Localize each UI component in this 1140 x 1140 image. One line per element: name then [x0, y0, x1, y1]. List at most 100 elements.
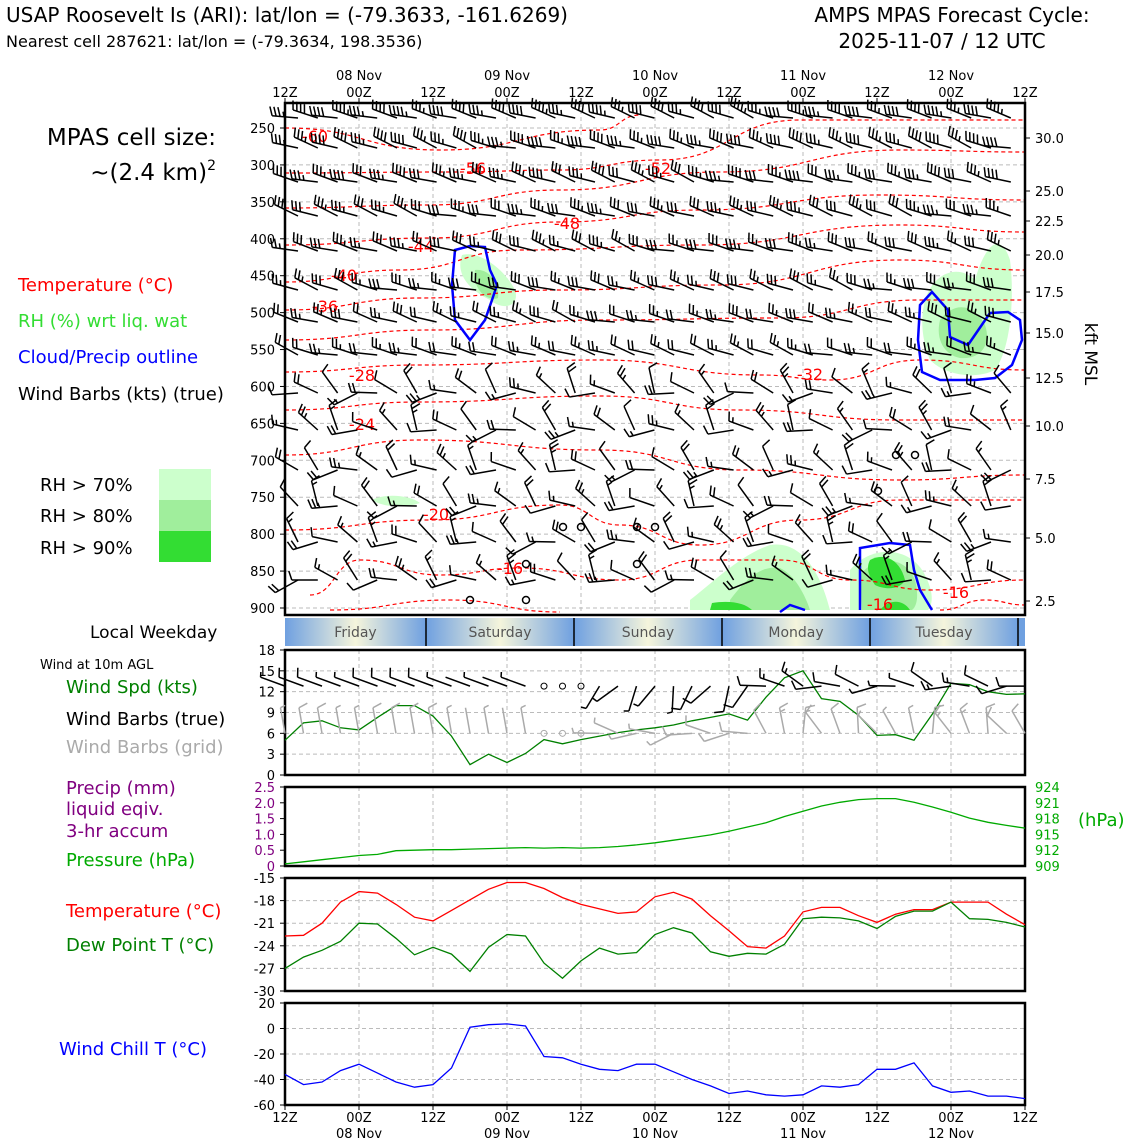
wind-barb-flag [426, 556, 432, 561]
wind-barb-flag [786, 454, 789, 464]
wind-barb-flag [676, 131, 679, 142]
wind-barb-flag [538, 372, 543, 379]
wind-barb [755, 409, 774, 431]
wind-barb [967, 309, 992, 323]
wind-barb-flag [613, 198, 616, 208]
kft-tick-label: 30.0 [1035, 132, 1064, 147]
wind-barb [566, 368, 576, 394]
wind-barb [313, 311, 338, 323]
wind-barb-flag [811, 106, 816, 117]
wind-barb-flag [429, 578, 436, 587]
wind-barbs-grid-label: Wind Barbs (grid) [66, 737, 224, 758]
wind-barb-flag [749, 268, 753, 279]
wind-barb-flag [788, 395, 793, 401]
wind-barb-flag [638, 550, 645, 560]
kft-tick-label: 25.0 [1035, 185, 1064, 200]
wind-barb-flag [405, 366, 413, 375]
wind-barb [371, 177, 398, 183]
wind-barb [867, 240, 893, 252]
wind-barb-flag [294, 201, 298, 211]
wind-barb-flag [828, 127, 832, 137]
calm-marker [576, 522, 586, 532]
wind-barb-flag [454, 368, 460, 378]
wind-barb [312, 172, 338, 183]
wind-barb [852, 562, 873, 581]
wind-barb-flag [372, 568, 376, 578]
wind-barb-grid [593, 722, 619, 735]
pressure-tick-label: 850 [250, 565, 275, 580]
wind-barb-flag [541, 399, 550, 408]
wind-barb-flag [516, 237, 519, 247]
wind-barb-flag [767, 495, 772, 506]
wind-barb-flag [465, 465, 472, 475]
wind-barb-flag [468, 341, 472, 352]
wind-barb-flag [947, 168, 951, 178]
wind-barb [333, 240, 358, 252]
wind-barb-true-flag [812, 672, 816, 682]
wind-barb-flag [643, 585, 652, 593]
wind-barb [648, 422, 675, 431]
wind-barb-grid-flag [335, 704, 341, 709]
wind-barb-flag [554, 204, 559, 214]
wind-barb-flag [982, 475, 992, 482]
wind-barb-flag [368, 567, 372, 578]
wind-barb-flag [511, 341, 515, 352]
wind-barb-flag [608, 165, 611, 176]
wind-barb-flag [370, 521, 376, 526]
wind-barb-flag [465, 434, 474, 443]
wind-barb [651, 455, 675, 471]
wind-barb-flag [892, 238, 895, 248]
temperature-contour-label: -16 [943, 583, 969, 602]
wind-barb-flag [392, 500, 396, 506]
wind-barb-flag [847, 343, 852, 353]
wind-barb-flag [424, 549, 433, 558]
wind-barb-flag [566, 416, 570, 427]
wind-barb-flag [970, 204, 974, 215]
wind-barb [905, 286, 932, 291]
wind-barb-flag [924, 236, 927, 246]
wind-barb-flag [348, 342, 353, 353]
wind-barb-flag [970, 543, 975, 549]
wind-barb-flag [297, 374, 300, 384]
wind-barb-flag [779, 362, 788, 371]
wind-barb-flag [646, 275, 650, 285]
wind-barb-grid-flag [985, 703, 996, 709]
wind-barb-flag [291, 200, 294, 210]
wind-barb-flag [990, 231, 994, 242]
wind-barb-flag [337, 515, 343, 526]
wind-barb-flag [471, 493, 475, 504]
wind-barb [549, 211, 576, 217]
wind-barb [355, 454, 378, 471]
wind-barb-flag [927, 301, 931, 311]
wind-barb-flag [744, 511, 753, 519]
wind-barb-flag [574, 451, 577, 461]
wind-barb [668, 318, 695, 323]
wind-barb [674, 411, 695, 431]
panel-y-tick-label: -20 [254, 1048, 275, 1063]
wind-barb-grid [316, 707, 323, 734]
wind-barb-flag [907, 126, 911, 136]
wind-barb-flag [867, 169, 872, 179]
wind-barb-flag [393, 193, 397, 204]
wind-barb [390, 113, 417, 119]
wind-barb-flag [654, 135, 658, 146]
wind-barb-flag [312, 343, 317, 354]
wind-barb-flag [943, 362, 952, 369]
wind-barb [707, 317, 734, 323]
wind-barb-flag [334, 200, 337, 211]
wind-barb-flag [542, 239, 545, 245]
wind-barb-flag [614, 230, 618, 241]
wind-barb [623, 405, 636, 431]
wind-barb-flag [449, 306, 452, 316]
wind-barb [391, 469, 418, 478]
wind-barb-flag [574, 136, 578, 146]
wind-barb-flag [743, 107, 747, 114]
wind-barb-flag [436, 237, 440, 248]
wind-barb-grid [446, 707, 453, 734]
wind-barb-flag [271, 414, 274, 425]
wind-barb-flag [555, 301, 559, 312]
wind-barb-flag [686, 133, 689, 144]
wind-barb [829, 276, 853, 291]
wind-barb-flag [992, 307, 995, 318]
